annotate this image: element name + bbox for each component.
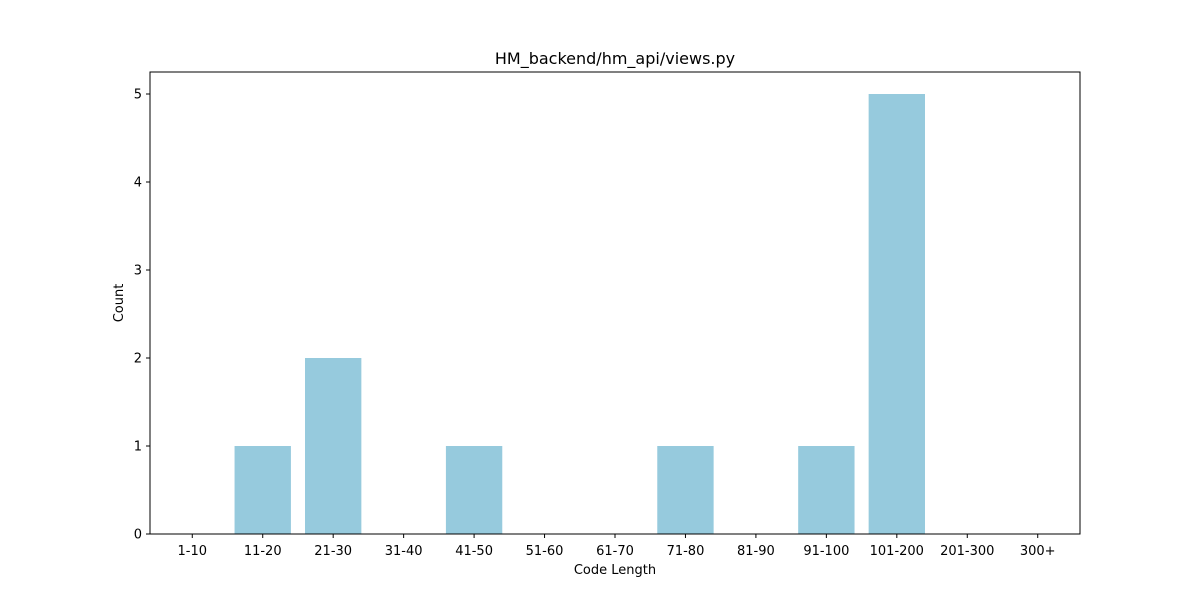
- x-tick-label: 51-60: [526, 544, 564, 559]
- x-tick-label: 101-200: [870, 544, 924, 559]
- x-tick-label: 201-300: [940, 544, 994, 559]
- bar-11-20: [234, 446, 291, 534]
- bar-21-30: [305, 358, 362, 534]
- x-axis: 1-10 11-20 21-30 31-40 41-50 51-60 61-70 71-80 8…: [178, 534, 1056, 559]
- x-tick-label: 41-50: [455, 544, 493, 559]
- x-tick-label: 31-40: [385, 544, 423, 559]
- y-tick-label: 3: [134, 264, 142, 279]
- bar-41-50: [445, 446, 503, 534]
- y-tick-label: 2: [134, 352, 142, 367]
- x-tick-label: 300+: [1020, 544, 1056, 559]
- x-tick-label: 91-100: [803, 544, 849, 559]
- y-tick-label: 0: [134, 528, 142, 543]
- x-tick-label: 11-20: [244, 544, 282, 559]
- x-tick-label: 71-80: [667, 544, 705, 559]
- y-axis-title: Count: [112, 284, 127, 323]
- y-axis: 0 1 2 3 4 5: [134, 88, 150, 543]
- bar-71-80: [657, 446, 714, 534]
- bar-101-200: [868, 94, 925, 534]
- x-tick-label: 81-90: [737, 544, 775, 559]
- chart-title: HM_backend/hm_api/views.py: [495, 49, 735, 69]
- x-axis-title: Code Length: [574, 563, 656, 578]
- bars-group: [234, 94, 925, 534]
- y-tick-label: 5: [134, 88, 142, 103]
- x-tick-label: 1-10: [178, 544, 208, 559]
- y-tick-label: 1: [134, 440, 142, 455]
- x-tick-label: 21-30: [314, 544, 352, 559]
- x-tick-label: 61-70: [596, 544, 634, 559]
- y-tick-label: 4: [134, 176, 142, 191]
- bar-91-100: [798, 446, 855, 534]
